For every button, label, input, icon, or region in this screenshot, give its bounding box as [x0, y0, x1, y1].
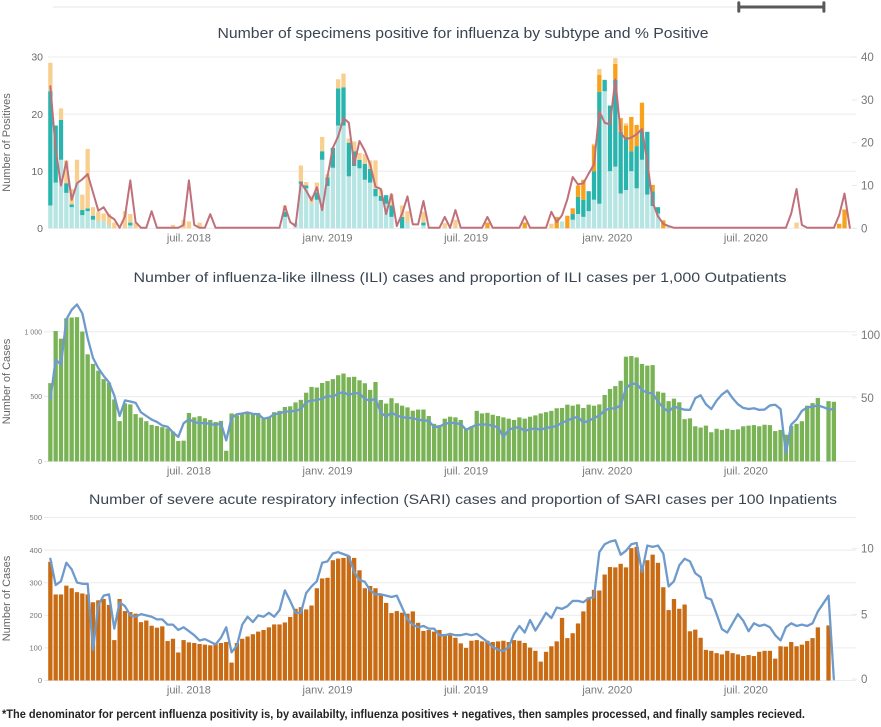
svg-text:juil. 2020: juil. 2020 [723, 232, 768, 244]
svg-text:5: 5 [861, 610, 867, 622]
svg-text:juil. 2019: juil. 2019 [443, 465, 488, 477]
svg-text:juil. 2018: juil. 2018 [166, 232, 211, 244]
svg-text:0: 0 [38, 676, 42, 685]
svg-text:100: 100 [29, 644, 42, 653]
svg-text:janv. 2020: janv. 2020 [581, 232, 632, 244]
svg-text:100: 100 [861, 330, 880, 342]
svg-text:500: 500 [29, 513, 42, 522]
svg-text:janv. 2020: janv. 2020 [581, 685, 632, 697]
svg-text:janv. 2019: janv. 2019 [302, 685, 353, 697]
svg-text:30: 30 [861, 95, 874, 107]
svg-text:300: 300 [29, 578, 42, 587]
svg-text:0: 0 [37, 223, 43, 235]
svg-text:20: 20 [31, 109, 43, 121]
svg-text:40: 40 [861, 52, 874, 64]
svg-text:400: 400 [29, 546, 42, 555]
svg-text:juil. 2020: juil. 2020 [723, 685, 768, 697]
svg-text:10: 10 [31, 166, 43, 178]
svg-text:50: 50 [861, 393, 874, 405]
svg-text:Number of Cases: Number of Cases [1, 338, 13, 424]
svg-text:Number of Positives: Number of Positives [1, 93, 13, 192]
svg-text:*The denominator for percent i: *The denominator for percent influenza p… [2, 707, 805, 721]
svg-text:janv. 2019: janv. 2019 [302, 465, 353, 477]
svg-text:500: 500 [30, 394, 42, 401]
svg-text:Number of specimens positive f: Number of specimens positive for influen… [218, 25, 709, 42]
svg-text:0: 0 [861, 674, 867, 686]
svg-text:juil. 2020: juil. 2020 [723, 465, 768, 477]
svg-text:juil. 2019: juil. 2019 [443, 232, 488, 244]
svg-text:30: 30 [31, 52, 43, 64]
svg-text:janv. 2020: janv. 2020 [581, 465, 632, 477]
svg-text:200: 200 [29, 611, 42, 620]
svg-text:10: 10 [861, 544, 874, 556]
svg-text:janv. 2019: janv. 2019 [302, 232, 353, 244]
svg-text:juil. 2018: juil. 2018 [166, 685, 211, 697]
svg-text:20: 20 [861, 138, 874, 150]
svg-text:juil. 2019: juil. 2019 [443, 685, 488, 697]
svg-text:0: 0 [38, 459, 42, 466]
svg-text:Number of influenza-like illne: Number of influenza-like illness (ILI) c… [134, 269, 787, 285]
svg-text:Number of severe acute respira: Number of severe acute respiratory infec… [89, 491, 837, 507]
svg-text:0: 0 [861, 223, 867, 235]
svg-text:Number of Cases: Number of Cases [1, 555, 13, 641]
svg-text:juil. 2018: juil. 2018 [166, 465, 211, 477]
svg-text:1 000: 1 000 [24, 329, 42, 336]
svg-text:10: 10 [861, 181, 874, 193]
